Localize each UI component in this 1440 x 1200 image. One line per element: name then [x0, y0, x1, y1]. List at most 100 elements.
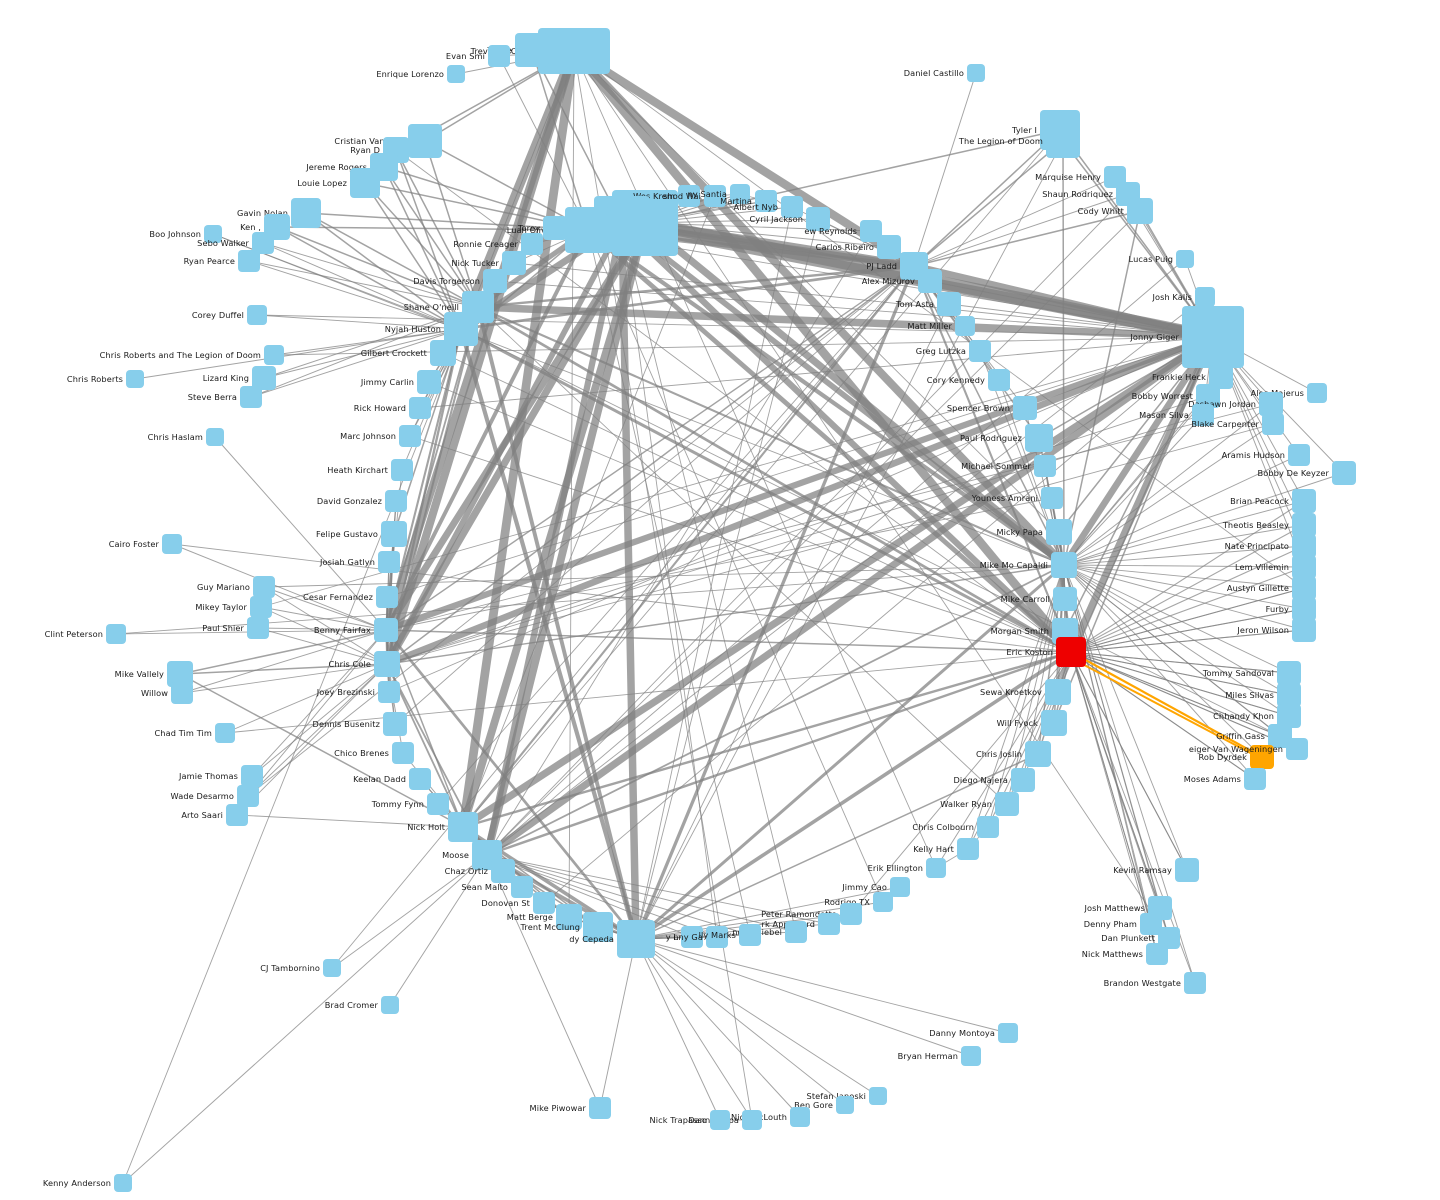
graph-node[interactable]: [961, 1046, 981, 1066]
graph-node[interactable]: [877, 235, 901, 259]
graph-node[interactable]: [392, 742, 414, 764]
graph-node[interactable]: [378, 551, 400, 573]
graph-node[interactable]: [252, 232, 274, 254]
graph-node[interactable]: [1192, 404, 1214, 426]
graph-node[interactable]: [383, 712, 407, 736]
graph-node[interactable]: [238, 250, 260, 272]
graph-node[interactable]: [1025, 424, 1053, 452]
graph-node[interactable]: [706, 926, 728, 948]
graph-node[interactable]: [1146, 943, 1168, 965]
graph-node[interactable]: [241, 765, 263, 787]
graph-node[interactable]: [378, 681, 400, 703]
graph-node[interactable]: [488, 45, 510, 67]
graph-node[interactable]: [583, 912, 613, 942]
graph-node[interactable]: [408, 124, 442, 158]
graph-node[interactable]: [1292, 555, 1316, 579]
graph-node[interactable]: [589, 1097, 611, 1119]
graph-node[interactable]: [447, 65, 465, 83]
graph-node[interactable]: [381, 521, 407, 547]
graph-node[interactable]: [1175, 858, 1199, 882]
graph-node[interactable]: [206, 428, 224, 446]
graph-node[interactable]: [840, 903, 862, 925]
graph-node[interactable]: [171, 682, 193, 704]
graph-node[interactable]: [1046, 124, 1080, 158]
graph-node[interactable]: [967, 64, 985, 82]
graph-node[interactable]: [385, 490, 407, 512]
graph-node[interactable]: [1034, 455, 1056, 477]
graph-node[interactable]: [521, 233, 543, 255]
graph-node[interactable]: [1259, 392, 1283, 416]
graph-node[interactable]: [678, 185, 700, 207]
graph-node[interactable]: [742, 1110, 762, 1130]
graph-node[interactable]: [755, 190, 777, 212]
graph-node[interactable]: [1292, 618, 1316, 642]
graph-node[interactable]: [1332, 461, 1356, 485]
graph-node[interactable]: [681, 926, 703, 948]
graph-node[interactable]: [1292, 513, 1316, 537]
graph-node[interactable]: [918, 269, 942, 293]
graph-node[interactable]: [226, 804, 248, 826]
graph-node[interactable]: [1244, 768, 1266, 790]
graph-node[interactable]: [988, 369, 1010, 391]
graph-node[interactable]: [427, 793, 449, 815]
graph-node[interactable]: [1262, 413, 1284, 435]
graph-node[interactable]: [556, 904, 582, 930]
graph-node[interactable]: [704, 185, 726, 207]
graph-node[interactable]: [1045, 679, 1071, 705]
graph-node[interactable]: [1292, 576, 1316, 600]
graph-node[interactable]: [890, 877, 910, 897]
graph-node[interactable]: [399, 425, 421, 447]
graph-node[interactable]: [1292, 597, 1316, 621]
graph-node[interactable]: [957, 838, 979, 860]
graph-node[interactable]: [106, 624, 126, 644]
graph-node[interactable]: [1011, 768, 1035, 792]
graph-node[interactable]: [1195, 287, 1215, 307]
graph-node[interactable]: [381, 996, 399, 1014]
graph-node[interactable]: [1176, 250, 1194, 268]
graph-node[interactable]: [836, 1096, 854, 1114]
graph-node[interactable]: [204, 225, 222, 243]
graph-node[interactable]: [730, 184, 750, 204]
graph-node[interactable]: [374, 618, 398, 642]
graph-node[interactable]: [1277, 661, 1301, 685]
graph-node[interactable]: [1288, 444, 1310, 466]
graph-node[interactable]: [955, 316, 975, 336]
graph-node[interactable]: [926, 858, 946, 878]
graph-node[interactable]: [515, 33, 549, 67]
graph-node[interactable]: [785, 921, 807, 943]
graph-node[interactable]: [237, 785, 259, 807]
graph-node[interactable]: [873, 892, 893, 912]
graph-node[interactable]: [781, 196, 803, 218]
graph-node[interactable]: [869, 1087, 887, 1105]
graph-node[interactable]: [323, 959, 341, 977]
graph-node[interactable]: [1286, 738, 1308, 760]
graph-node[interactable]: [253, 576, 275, 598]
graph-node[interactable]: [417, 370, 441, 394]
graph-node[interactable]: [937, 292, 961, 316]
graph-node[interactable]: [818, 913, 840, 935]
graph-node[interactable]: [790, 1107, 810, 1127]
graph-node[interactable]: [448, 812, 478, 842]
graph-node[interactable]: [533, 892, 555, 914]
graph-node[interactable]: [710, 1110, 730, 1130]
graph-node[interactable]: [1184, 972, 1206, 994]
graph-node[interactable]: [998, 1023, 1018, 1043]
graph-node[interactable]: [1277, 683, 1301, 707]
graph-node[interactable]: [430, 340, 456, 366]
graph-node[interactable]: [511, 876, 533, 898]
graph-node[interactable]: [126, 370, 144, 388]
graph-node[interactable]: [739, 924, 761, 946]
graph-node[interactable]: [1046, 519, 1072, 545]
graph-node[interactable]: [376, 586, 398, 608]
graph-node[interactable]: [1013, 396, 1037, 420]
graph-node[interactable]: [374, 651, 400, 677]
graph-node[interactable]: [483, 269, 507, 293]
graph-node[interactable]: [247, 617, 269, 639]
graph-node[interactable]: [1051, 552, 1077, 578]
graph-node[interactable]: [1307, 383, 1327, 403]
graph-node[interactable]: [215, 723, 235, 743]
graph-node[interactable]: [1127, 198, 1153, 224]
graph-node[interactable]: [1292, 534, 1316, 558]
graph-node[interactable]: [409, 768, 431, 790]
